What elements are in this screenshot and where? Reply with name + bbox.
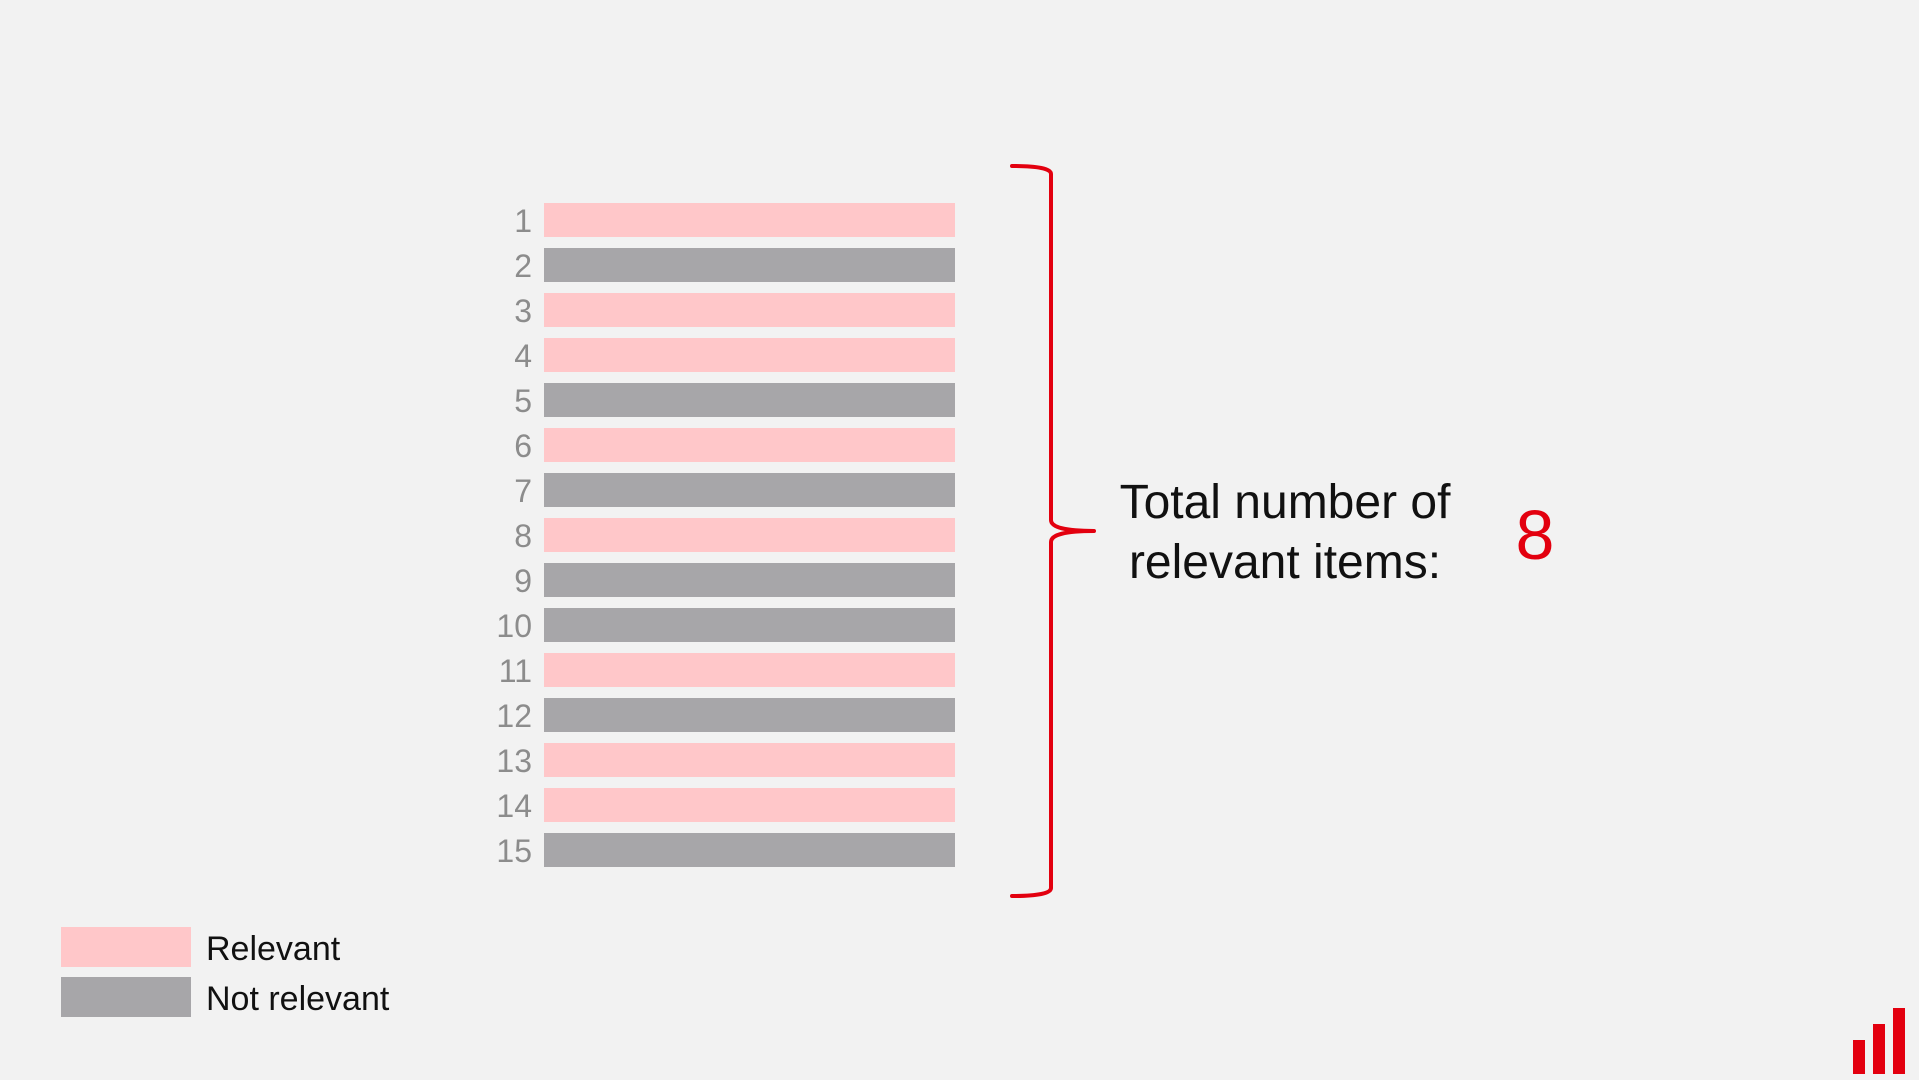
legend-swatch-not-relevant: [61, 977, 191, 1017]
relevant-item-bar: [544, 653, 955, 687]
relevant-item-bar: [544, 788, 955, 822]
list-item: 8: [470, 515, 960, 560]
legend-swatch-relevant: [61, 927, 191, 967]
relevant-item-bar: [544, 293, 955, 327]
list-item: 12: [470, 695, 960, 740]
not-relevant-item-bar: [544, 383, 955, 417]
not-relevant-item-bar: [544, 698, 955, 732]
rank-number: 5: [514, 383, 532, 419]
ranked-item-list: 1 2 3 4 5 6 7 8 9 10 11 12 13 14 15: [470, 200, 960, 875]
not-relevant-item-bar: [544, 473, 955, 507]
not-relevant-item-bar: [544, 563, 955, 597]
rank-number: 14: [496, 788, 532, 824]
list-item: 10: [470, 605, 960, 650]
list-item: 7: [470, 470, 960, 515]
rank-number: 1: [514, 203, 532, 239]
rank-number: 11: [498, 653, 532, 689]
list-item: 15: [470, 830, 960, 875]
list-item: 11: [470, 650, 960, 695]
list-item: 14: [470, 785, 960, 830]
relevant-item-bar: [544, 203, 955, 237]
list-item: 1: [470, 200, 960, 245]
relevant-item-bar: [544, 518, 955, 552]
summary-label: Total number of relevant items:: [1085, 473, 1485, 593]
rank-number: 13: [496, 743, 532, 779]
list-item: 6: [470, 425, 960, 470]
not-relevant-item-bar: [544, 248, 955, 282]
not-relevant-item-bar: [544, 833, 955, 867]
summary-label-line-2: relevant items:: [1128, 536, 1442, 589]
list-item: 5: [470, 380, 960, 425]
rank-number: 2: [514, 248, 532, 284]
rank-number: 12: [496, 698, 532, 734]
list-item: 4: [470, 335, 960, 380]
rank-number: 10: [496, 608, 532, 644]
relevant-count-value: 8: [1515, 496, 1555, 574]
rank-number: 7: [514, 473, 532, 509]
legend-label-not-relevant: Not relevant: [206, 980, 390, 1018]
list-item: 9: [470, 560, 960, 605]
brace-path: [1010, 164, 1096, 898]
rank-number: 6: [514, 428, 532, 464]
rank-number: 15: [496, 833, 532, 869]
relevant-item-bar: [544, 338, 955, 372]
relevant-item-bar: [544, 428, 955, 462]
not-relevant-item-bar: [544, 608, 955, 642]
list-item: 13: [470, 740, 960, 785]
bar-chart-logo-icon: [1853, 1008, 1905, 1074]
rank-number: 4: [514, 338, 532, 374]
relevant-item-bar: [544, 743, 955, 777]
list-item: 3: [470, 290, 960, 335]
rank-number: 8: [514, 518, 532, 554]
rank-number: 9: [514, 563, 532, 599]
legend-label-relevant: Relevant: [206, 930, 341, 968]
summary-label-line-1: Total number of: [1119, 476, 1451, 529]
rank-number: 3: [514, 293, 532, 329]
list-item: 2: [470, 245, 960, 290]
